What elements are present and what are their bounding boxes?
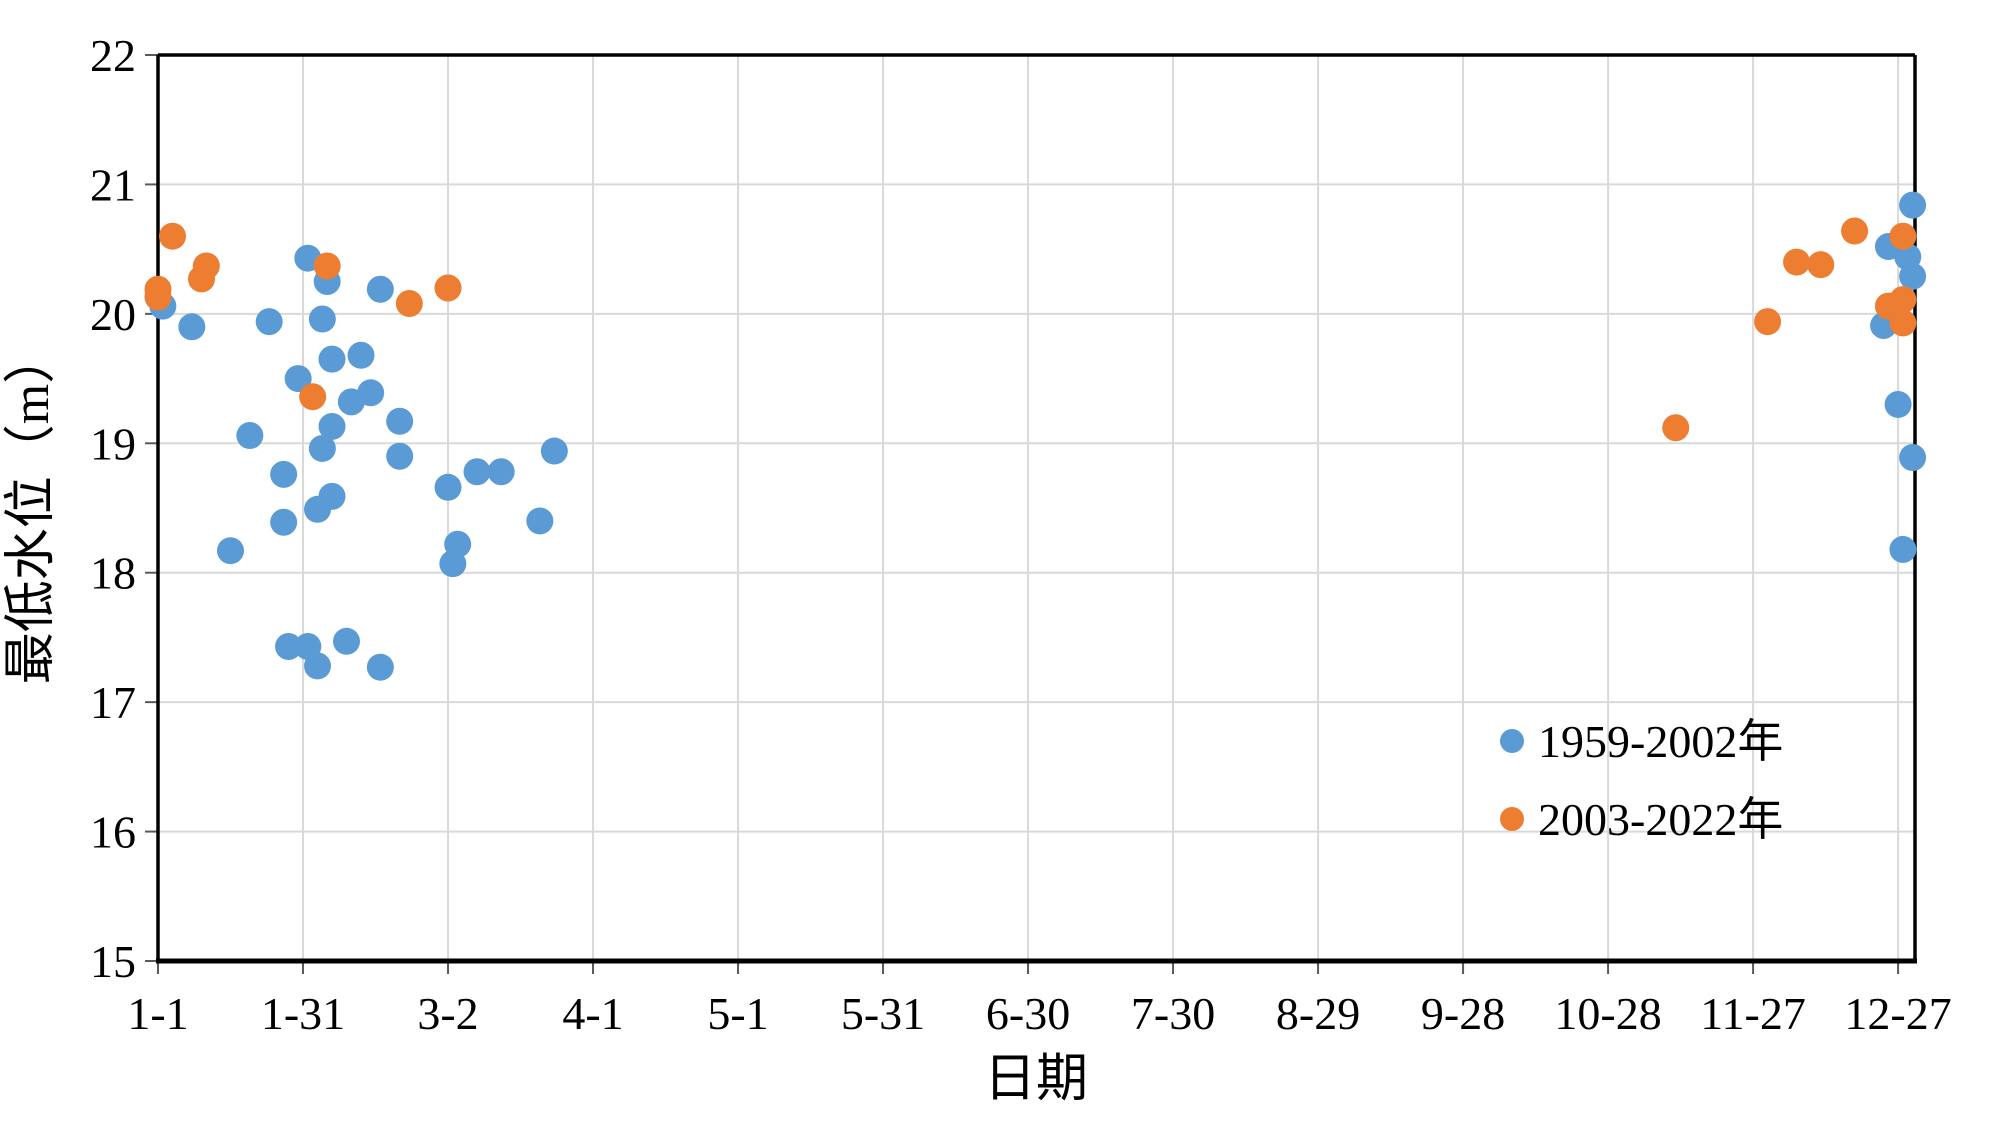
- data-point: [318, 412, 346, 440]
- y-tick-label: 20: [90, 289, 136, 340]
- data-point: [304, 652, 332, 680]
- x-tick-label: 9-28: [1421, 988, 1505, 1039]
- data-point: [192, 252, 220, 280]
- data-point: [1783, 248, 1811, 276]
- x-tick-label: 11-27: [1700, 988, 1806, 1039]
- data-point: [487, 458, 515, 486]
- data-point: [217, 537, 245, 565]
- data-point: [444, 530, 472, 558]
- legend-item: 2003-2022年: [1500, 794, 1783, 845]
- data-point: [366, 275, 394, 303]
- data-point: [1889, 222, 1917, 250]
- y-tick-label: 17: [90, 677, 136, 728]
- legend-label: 2003-2022年: [1538, 794, 1783, 845]
- x-tick-label: 5-31: [841, 988, 925, 1039]
- data-point: [357, 379, 385, 407]
- x-tick-label: 12-27: [1844, 988, 1951, 1039]
- legend: 1959-2002年 2003-2022年: [1500, 716, 1783, 845]
- y-tick-label: 19: [90, 418, 136, 469]
- data-point: [1889, 309, 1917, 337]
- data-point: [1662, 414, 1690, 442]
- x-tick-label: 1-31: [261, 988, 345, 1039]
- data-point: [308, 305, 336, 333]
- data-point: [1899, 262, 1927, 290]
- gridlines: [158, 55, 1915, 961]
- y-axis-ticks: [145, 54, 158, 962]
- data-point: [1899, 444, 1927, 472]
- x-tick-label: 5-1: [707, 988, 768, 1039]
- data-point: [159, 222, 187, 250]
- data-point: [1807, 251, 1835, 279]
- data-point: [1841, 217, 1869, 245]
- data-point: [333, 627, 361, 655]
- data-point: [178, 313, 206, 341]
- x-axis-title: 日期: [984, 1051, 1088, 1108]
- data-point: [395, 290, 423, 318]
- y-tick-label: 22: [90, 30, 136, 81]
- data-point: [270, 508, 298, 536]
- y-tick-label: 21: [90, 159, 136, 210]
- data-point: [526, 507, 554, 535]
- data-point: [275, 632, 303, 660]
- data-point: [270, 460, 298, 488]
- y-axis-title: 最低水位（m）: [3, 332, 60, 684]
- legend-item: 1959-2002年: [1500, 716, 1783, 767]
- x-tick-label: 4-1: [562, 988, 623, 1039]
- x-tick-label: 3-2: [417, 988, 478, 1039]
- legend-label: 1959-2002年: [1538, 716, 1783, 767]
- data-point: [1899, 191, 1927, 219]
- data-point: [1884, 390, 1912, 418]
- data-point: [318, 482, 346, 510]
- data-point: [386, 407, 414, 435]
- data-point: [299, 383, 327, 411]
- data-point: [255, 308, 283, 336]
- data-point: [1889, 535, 1917, 563]
- y-tick-label: 18: [90, 548, 136, 599]
- x-tick-label: 1-1: [127, 988, 188, 1039]
- legend-marker-1959-2002: [1500, 729, 1524, 753]
- data-point: [386, 442, 414, 470]
- series-1959-2002: [149, 191, 1927, 681]
- data-point: [434, 473, 462, 501]
- data-point: [318, 345, 346, 373]
- data-point: [284, 365, 312, 393]
- data-point: [434, 274, 462, 302]
- data-point: [366, 653, 394, 681]
- data-point: [1889, 286, 1917, 314]
- legend-marker-2003-2022: [1500, 807, 1524, 831]
- x-tick-label: 10-28: [1554, 988, 1661, 1039]
- data-point: [1754, 308, 1782, 336]
- data-point: [540, 437, 568, 465]
- x-axis-tick-labels: 1-1 1-31 3-2 4-1 5-1 5-31 6-30 7-30 8-29 9-28 10-2…: [127, 988, 1951, 1039]
- data-point: [313, 252, 341, 280]
- data-point: [347, 341, 375, 369]
- data-point: [463, 458, 491, 486]
- x-tick-label: 7-30: [1131, 988, 1215, 1039]
- data-point: [236, 422, 264, 450]
- y-axis-tick-labels: 15 16 17 18 19 20 21 22: [90, 30, 136, 987]
- x-tick-label: 8-29: [1276, 988, 1360, 1039]
- series-2003-2022: [144, 217, 1917, 442]
- y-tick-label: 16: [90, 807, 136, 858]
- y-tick-label: 15: [90, 936, 136, 987]
- x-tick-label: 6-30: [986, 988, 1070, 1039]
- data-point: [144, 283, 172, 311]
- data-point: [308, 434, 336, 462]
